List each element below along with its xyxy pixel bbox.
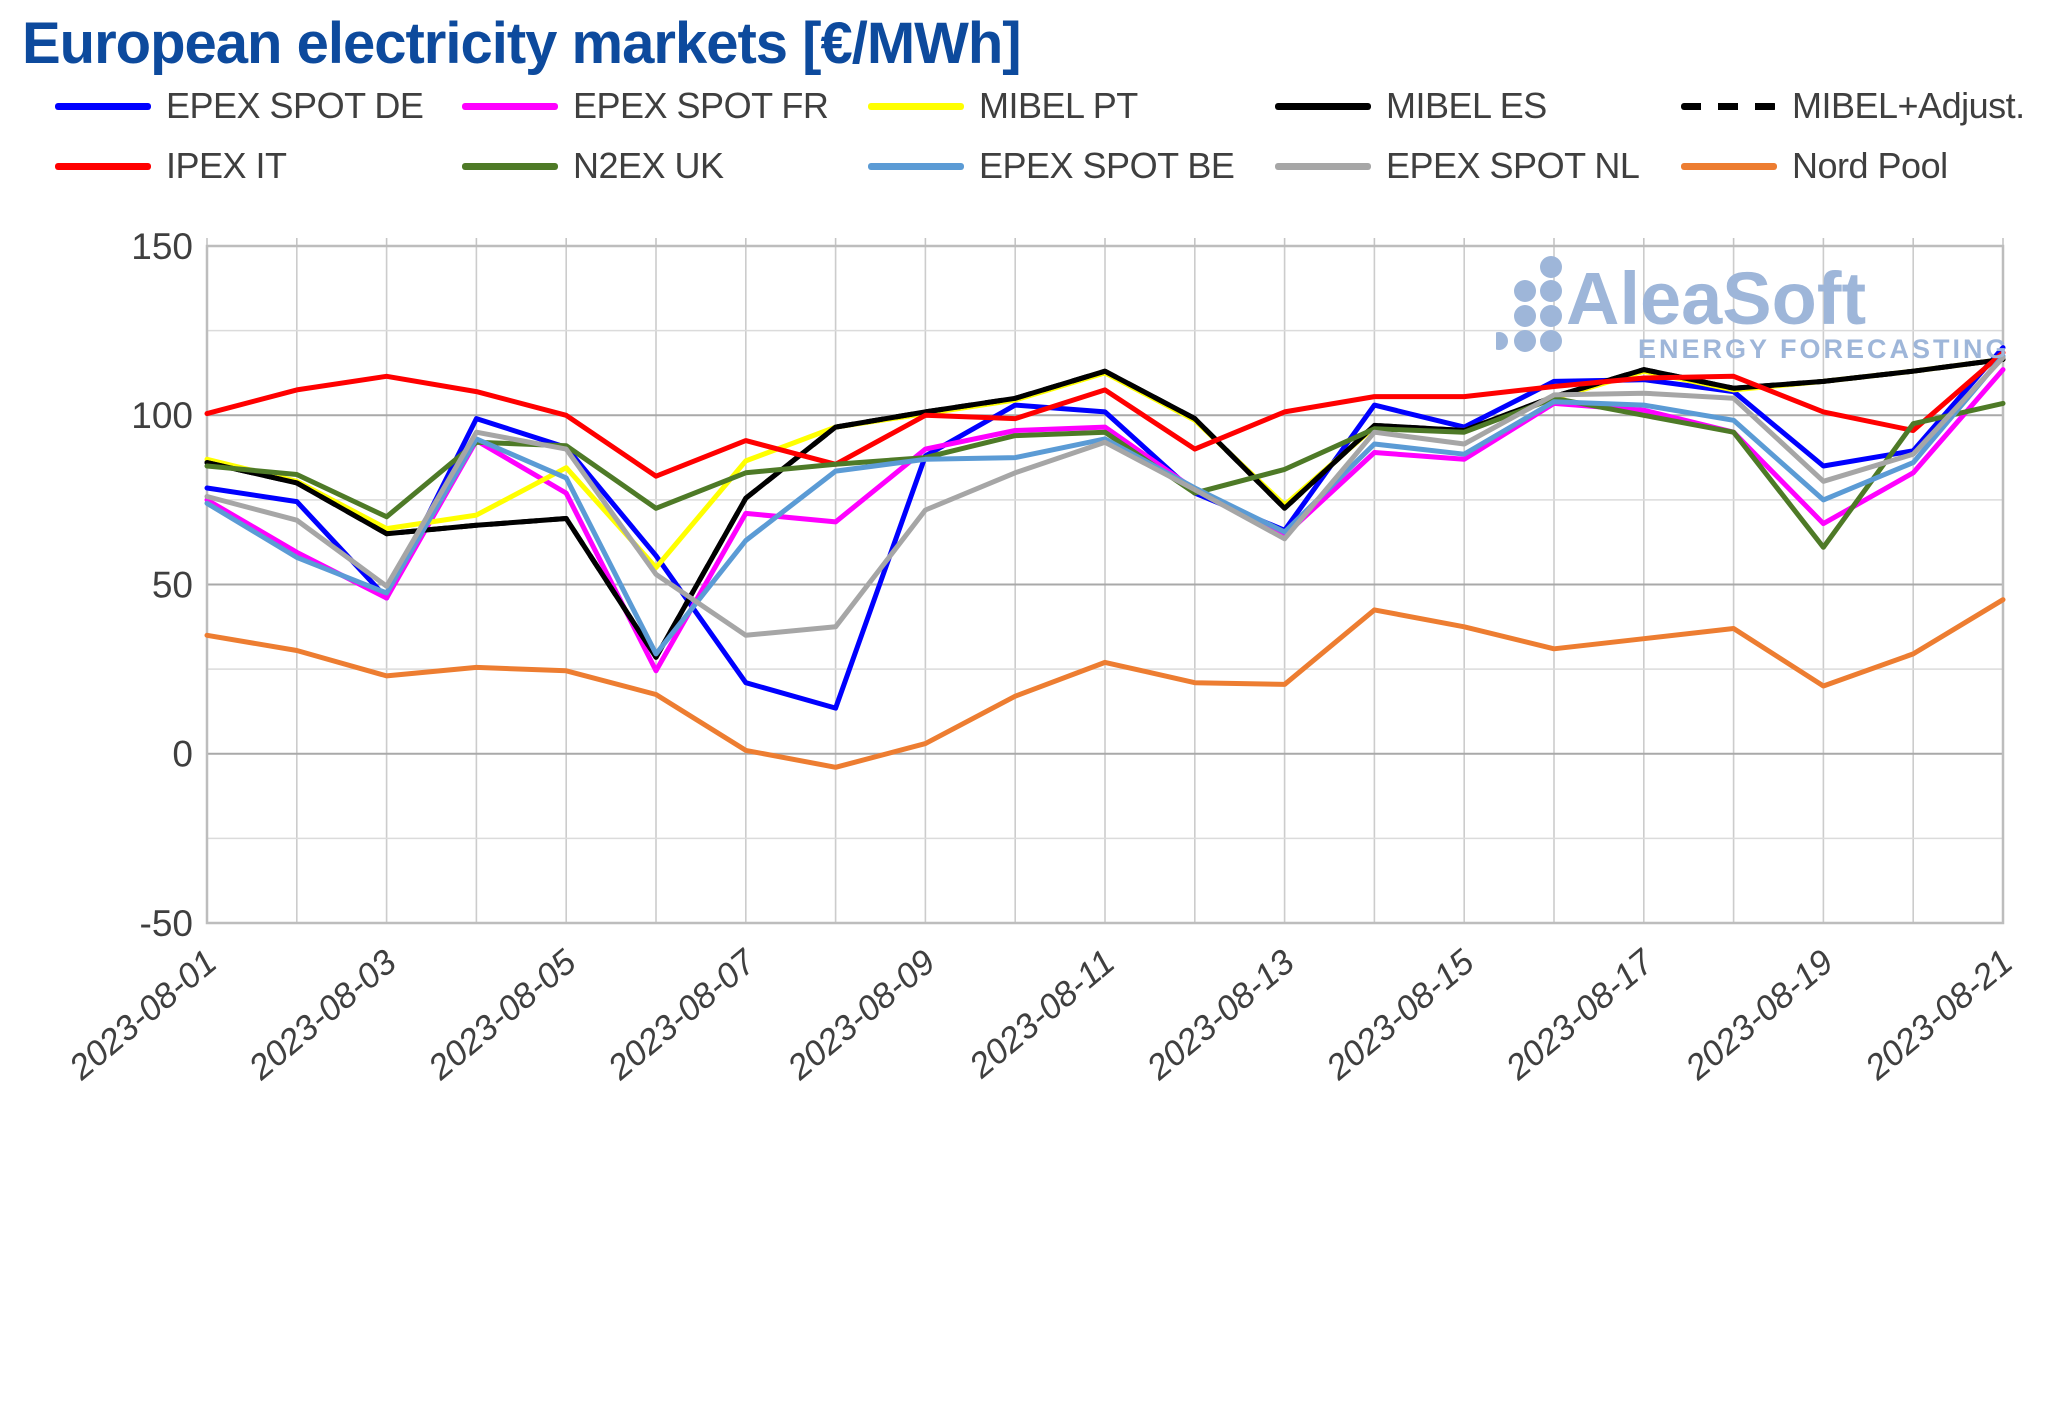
- legend-item-ipex-it: IPEX IT: [55, 145, 287, 186]
- legend-swatch: [55, 162, 151, 170]
- legend-swatch: [868, 162, 964, 170]
- legend-swatch: [1681, 102, 1777, 110]
- y-axis-tick-label: 0: [172, 734, 193, 775]
- legend-item-mibel-es: MIBEL ES: [1275, 85, 1547, 126]
- x-axis-tick-label: 2023-08-11: [961, 942, 1122, 1086]
- series-line-epex-spot-nl: [204, 355, 2006, 638]
- legend-label: MIBEL PT: [979, 85, 1138, 126]
- legend-label: Nord Pool: [1792, 145, 1948, 186]
- series-line-ipex-it: [204, 350, 2006, 479]
- series-line-nord-pool: [204, 597, 2006, 770]
- aleasoft-logo-text: AleaSoft: [1566, 257, 1867, 340]
- y-axis-tick-label: -50: [140, 903, 193, 944]
- legend-item-epex-spot-fr: EPEX SPOT FR: [462, 85, 829, 126]
- x-axis-tick-label: 2023-08-09: [780, 942, 943, 1088]
- legend-label: EPEX SPOT FR: [573, 85, 829, 126]
- x-axis-tick-label: 2023-08-17: [1498, 941, 1662, 1088]
- series-line-n2ex-uk: [204, 395, 2006, 550]
- legend-swatch: [55, 102, 151, 110]
- chart-legend: EPEX SPOT DE EPEX SPOT FR MIBEL PT MIBEL ES…: [0, 78, 2048, 198]
- legend-item-epex-spot-nl: EPEX SPOT NL: [1275, 145, 1640, 186]
- x-axis-tick-label: 2023-08-07: [600, 941, 764, 1088]
- x-axis-tick-label: 2023-08-19: [1678, 942, 1841, 1088]
- y-axis-tick-label: 50: [152, 564, 193, 605]
- legend-label: MIBEL+Adjust.: [1792, 85, 2025, 126]
- series-line-epex-spot-be: [204, 353, 2006, 657]
- x-axis-tick-label: 2023-08-21: [1857, 942, 2020, 1088]
- y-axis-tick-label: 100: [131, 395, 193, 436]
- x-axis-tick-label: 2023-08-01: [61, 942, 224, 1088]
- legend-label: MIBEL ES: [1386, 85, 1547, 126]
- aleasoft-logo: AleaSoft ENERGY FORECASTING: [1490, 256, 2007, 366]
- legend-label: IPEX IT: [166, 145, 287, 186]
- legend-item-epex-spot-de: EPEX SPOT DE: [55, 85, 424, 126]
- aleasoft-logo-tagline: ENERGY FORECASTING: [1638, 334, 2010, 364]
- legend-label: EPEX SPOT NL: [1386, 145, 1640, 186]
- legend-item-epex-spot-be: EPEX SPOT BE: [868, 145, 1235, 186]
- legend-label: N2EX UK: [573, 145, 724, 186]
- y-axis-tick-label: 150: [131, 226, 193, 267]
- legend-item-mibel-adjust-: MIBEL+Adjust.: [1681, 85, 2025, 126]
- x-axis-tick-label: 2023-08-13: [1139, 942, 1302, 1088]
- legend-swatch: [868, 102, 964, 110]
- chart-title: European electricity markets [€/MWh]: [22, 11, 1022, 76]
- legend-label: EPEX SPOT DE: [166, 85, 424, 126]
- series-line-epex-spot-de: [204, 345, 2006, 711]
- legend-item-nord-pool: Nord Pool: [1681, 145, 1948, 186]
- legend-item-mibel-pt: MIBEL PT: [868, 85, 1138, 126]
- legend-swatch: [1275, 102, 1371, 110]
- legend-item-n2ex-uk: N2EX UK: [462, 145, 724, 186]
- legend-label: EPEX SPOT BE: [979, 145, 1235, 186]
- legend-swatch: [1275, 162, 1371, 170]
- series-line-mibel-adjust-: [204, 356, 2006, 660]
- x-axis-tick-label: 2023-08-03: [241, 942, 404, 1088]
- legend-swatch: [462, 102, 558, 110]
- x-axis-tick-label: 2023-08-05: [420, 942, 583, 1088]
- legend-swatch: [1681, 162, 1777, 170]
- legend-swatch: [462, 162, 558, 170]
- x-axis-tick-label: 2023-08-15: [1318, 942, 1481, 1088]
- plot-frame: [205, 244, 2005, 925]
- aleasoft-logo-dots-icon: [1490, 256, 1562, 352]
